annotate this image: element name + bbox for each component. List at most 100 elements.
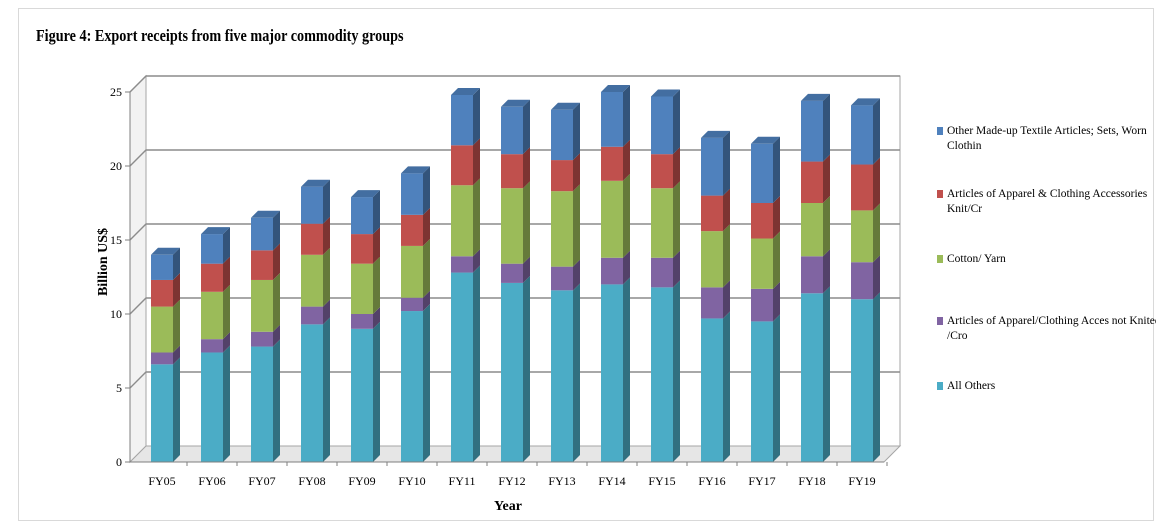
bar-segment [201,227,230,264]
bar-segment [201,332,230,353]
bar-side [673,181,680,258]
bar-side [873,98,880,165]
bar-face [501,154,523,189]
bar-side [873,255,880,300]
bar-segment [401,207,430,246]
bar-segment [401,290,430,312]
bar-segment [451,87,480,146]
y-axis-title: Billion US$ [96,228,111,296]
y-tick-label: 10 [110,307,122,321]
legend-label-line2: Knit/Cr [947,203,982,215]
bar-side [673,280,680,462]
bar-segment [701,280,730,319]
bar-face [251,346,273,462]
bar-segment [251,324,280,347]
bar-segment [701,188,730,232]
bar-face [601,284,623,462]
legend-item: Cotton/ Yarn [937,253,1006,265]
bar-side [873,203,880,263]
bar-side [623,277,630,462]
x-tick-label: FY09 [348,474,375,488]
bar-segment [751,281,780,322]
bar-top [451,87,480,95]
legend-swatch [937,382,943,390]
bar-side [873,157,880,211]
bar-side [573,259,580,291]
bar-side [773,136,780,203]
bar-face [501,263,523,283]
bar-face [151,364,173,462]
y-tick-label: 0 [116,455,122,469]
bar-side [373,227,380,264]
bar-side [173,272,180,307]
bar-face [801,161,823,203]
bar-segment [301,179,330,224]
bar-stack-FY11 [451,87,480,462]
chart-frame [18,8,1154,521]
x-tick-label: FY15 [648,474,675,488]
y-axis-ticks: 0 5 10 15 20 25 [110,85,131,469]
bar-side [473,87,480,146]
bar-segment [351,256,380,314]
bar-face [301,324,323,462]
bar-face [701,318,723,462]
bar-stack-FY08 [301,179,330,462]
bar-segment [801,196,830,257]
y-tick-label: 20 [110,159,122,173]
bar-top [751,136,780,144]
gridline [129,371,900,389]
x-axis-ticks: FY05 FY06 FY07 FY08 FY09 FY10 FY11 FY12 FY13 FY14… [130,461,888,488]
bar-side [523,275,530,462]
bar-face [451,145,473,186]
bar-face [801,293,823,462]
bar-face [201,291,223,340]
x-tick-label: FY16 [698,474,725,488]
bar-segment [501,181,530,264]
bar-segment [651,147,680,189]
bar-segment [201,284,230,340]
bar-stack-FY06 [201,227,230,462]
bar-side [273,243,280,280]
bar-face [601,92,623,147]
bar-segment [801,93,830,162]
bar-face [151,352,173,365]
bar-side [473,178,480,257]
bar-side [623,250,630,285]
legend-item: All Others [937,380,996,392]
bar-face [551,290,573,462]
bar-face [501,188,523,264]
bar-segment [401,166,430,215]
side-wall [129,74,147,464]
bar-side [823,154,830,203]
bar-segment [601,250,630,285]
bar-side [223,256,230,292]
bar-stack-FY14 [601,85,630,462]
bar-side [423,166,430,215]
bar-top [501,99,530,107]
bar-stack-FY09 [351,190,380,462]
bar-segment [351,190,380,235]
bar-face [801,203,823,257]
bar-face [401,311,423,462]
gridline [129,75,900,93]
bar-segment [801,249,830,294]
bar-segment [251,210,280,251]
x-tick-label: FY07 [248,474,275,488]
x-axis-title: Year [494,499,522,514]
bar-side [573,283,580,462]
bar-stack-FY13 [551,102,580,462]
bar-side [473,265,480,462]
bar-segment [651,89,680,155]
bar-face [251,217,273,251]
gridline [129,223,900,241]
bar-segment [251,339,280,462]
legend-label: All Others [947,380,996,392]
bar-face [201,339,223,353]
bar-face [601,146,623,181]
legend-item: Articles of Apparel/Clothing Acces not K… [937,315,1156,342]
bar-segment [401,304,430,462]
legend-label-line2: /Cro [947,330,968,342]
bar-segment [851,203,880,263]
x-tick-label: FY17 [748,474,775,488]
bar-face [351,328,373,462]
